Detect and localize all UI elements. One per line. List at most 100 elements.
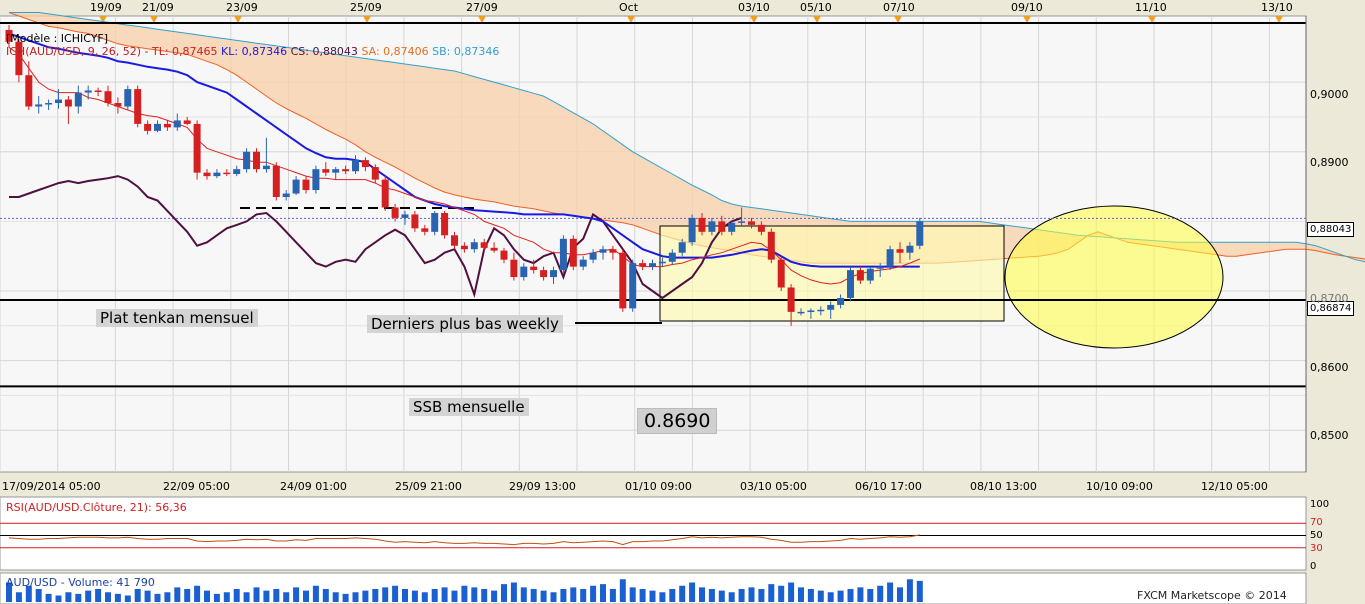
y-tick-1: 0,8900 [1310,156,1349,169]
volume-bar [411,590,418,602]
volume-bar [194,585,201,602]
candle-body [262,165,270,170]
top-date-5: Oct [619,1,639,14]
top-date-3: 25/09 [350,1,382,14]
volume-label: AUD/USD - Volume: 41 790 [6,576,155,589]
date-marker [363,16,371,23]
x-label-9: 10/10 09:00 [1086,480,1153,493]
y-tick-0: 0,9000 [1310,88,1349,101]
volume-bar [441,587,448,602]
date-marker [627,16,635,23]
volume-bar [25,585,32,602]
kumo-cloud [9,12,1365,264]
candle-body [411,214,419,229]
x-label-7: 06/10 17:00 [855,480,922,493]
cs-value: CS: 0,88043 [290,45,358,58]
candle-body [193,123,201,173]
volume-bar [134,589,141,602]
candle-body [708,221,716,232]
candle-body [876,266,884,269]
volume-bar [461,585,468,602]
volume-bar [600,584,606,602]
candle-body [124,89,132,107]
volume-bar [451,590,458,602]
volume-bar [788,582,795,602]
volume-bar [45,593,52,602]
candle-body [629,263,637,309]
candle-body [223,172,231,175]
volume-bar [699,587,705,602]
volume-bar [85,590,92,602]
volume-bar [382,587,389,602]
candle-body [302,179,310,191]
candle-body [381,179,389,208]
candle-body [451,235,458,246]
volume-bar [639,589,646,602]
volume-bar [342,593,349,602]
model-title: [Modèle : ICHICYF] [6,32,109,45]
x-label-8: 08/10 13:00 [970,480,1037,493]
candle-body [658,261,666,264]
volume-bar [550,592,557,602]
volume-bar [758,589,765,602]
candle-body [173,120,181,128]
annotation-ssb: SSB mensuelle [409,398,529,416]
volume-bar [105,592,111,602]
candle-body [817,309,825,312]
volume-bar [817,590,824,602]
rsi-tick-0: 0 [1310,561,1317,572]
candle-body [233,169,241,175]
volume-bar [184,589,191,602]
date-marker [1275,16,1283,23]
candle-body [767,231,775,260]
top-date-8: 07/10 [883,1,915,14]
volume-bar [679,585,686,602]
x-label-2: 24/09 01:00 [280,480,347,493]
candle-body [678,242,686,253]
volume-bar [421,592,428,602]
candle-body [94,90,102,92]
candle-body [253,151,260,170]
volume-bar [154,593,161,602]
candle-body [599,249,607,253]
candle-body [520,266,528,278]
candle-body [827,304,835,310]
candle-body [480,242,488,248]
volume-bar [807,589,814,602]
candle-body [391,207,399,218]
volume-bar [708,589,715,602]
rsi-line [8,534,920,546]
candle-body [342,169,350,172]
candle-body [886,249,894,267]
candle-body [470,242,478,250]
candle-body [540,270,548,278]
volume-bar [847,589,854,602]
volume-bar [332,592,339,602]
candle-body [154,123,161,131]
candle-body [84,90,92,93]
candle-body [668,252,676,262]
volume-bar [916,580,923,602]
volume-bar [293,587,300,602]
volume-bar [55,595,62,602]
candle-body [15,41,23,76]
volume-bar [6,582,12,602]
volume-bar [273,589,280,602]
volume-bar [689,582,696,602]
candle-body [847,270,854,298]
volume-bar [619,579,626,602]
candle-body [243,151,251,170]
sb-value: SB: 0,87346 [432,45,500,58]
volume-bar [520,587,527,602]
volume-bar [580,589,587,602]
top-date-0: 19/09 [90,1,122,14]
candle-body [282,193,290,198]
candle-body [777,259,785,288]
candle-body [213,172,221,177]
volume-bar [501,584,507,602]
volume-bar [481,589,488,602]
price-axis-bg [1306,16,1365,472]
volume-bar [491,590,498,602]
volume-bar [174,587,181,602]
